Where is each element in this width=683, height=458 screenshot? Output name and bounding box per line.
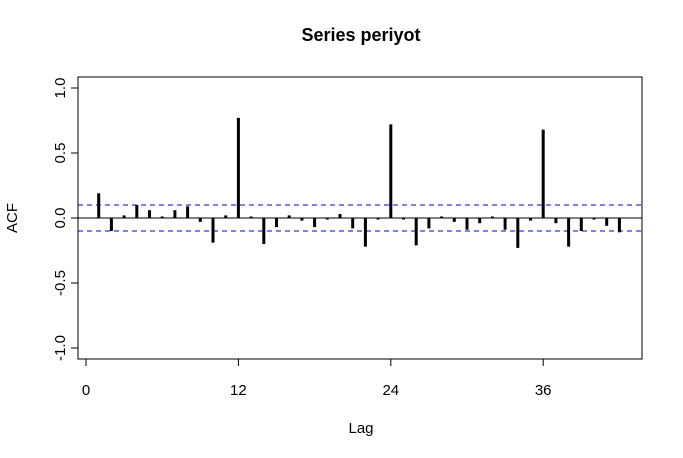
x-tick-label-36: 36 bbox=[535, 382, 552, 399]
x-tick-label-0: 0 bbox=[82, 382, 90, 399]
x-axis-label: Lag bbox=[348, 420, 373, 437]
y-tick-label-0: -1.0 bbox=[52, 335, 69, 361]
confidence-bounds bbox=[78, 204, 642, 232]
y-tick-label-1: -0.5 bbox=[52, 270, 69, 296]
chart-title: Series periyot bbox=[301, 25, 420, 45]
y-tick-label-4: 1.0 bbox=[52, 78, 69, 99]
y-axis: -1.0 -0.5 0.0 0.5 1.0 bbox=[52, 78, 79, 361]
y-tick-label-3: 0.5 bbox=[52, 143, 69, 164]
x-axis: 0 12 24 36 bbox=[82, 358, 552, 399]
y-axis-label: ACF bbox=[4, 203, 21, 233]
acf-bars bbox=[97, 117, 621, 248]
x-tick-label-24: 24 bbox=[382, 382, 399, 399]
y-tick-label-2: 0.0 bbox=[52, 208, 69, 229]
x-tick-label-12: 12 bbox=[230, 382, 247, 399]
